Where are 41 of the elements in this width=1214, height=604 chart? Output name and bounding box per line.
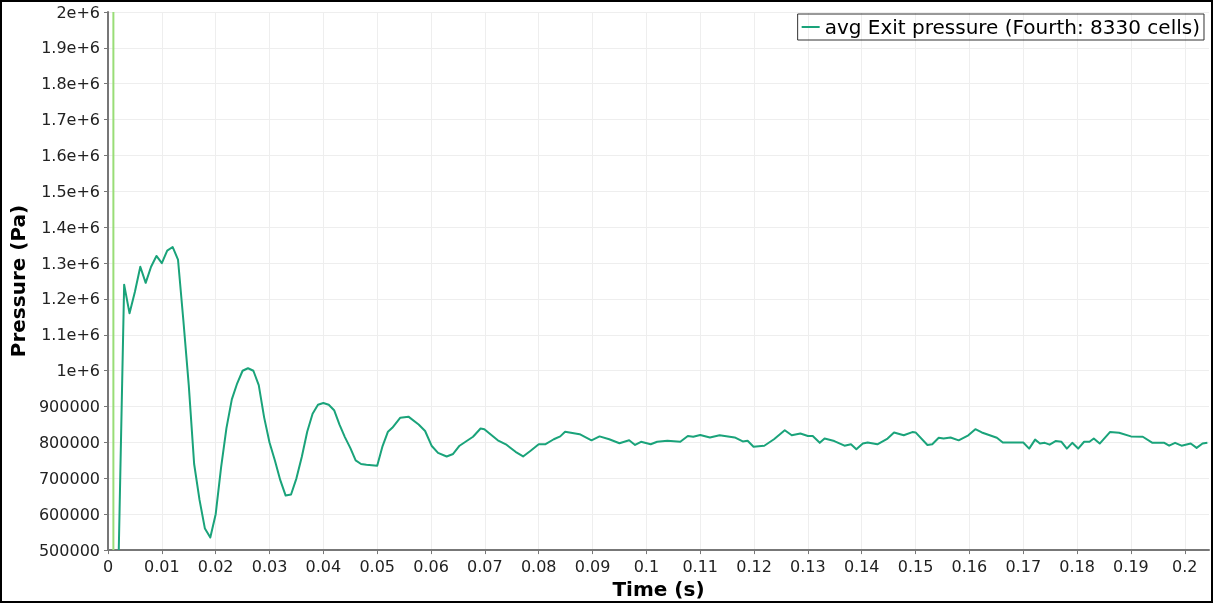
x-tick-label: 0.18	[1059, 556, 1095, 576]
y-tick-label: 2e+6	[56, 2, 100, 22]
x-tick-label: 0.08	[520, 556, 557, 576]
x-tick-label: 0.05	[359, 556, 396, 576]
y-axis-title: Pressure (Pa)	[6, 204, 30, 358]
x-tick-label: 0.13	[790, 556, 826, 576]
y-tick-label: 1.4e+6	[41, 217, 100, 237]
x-tick-label: 0.2	[1172, 556, 1198, 576]
y-tick-label: 900000	[38, 397, 100, 417]
y-tick-label: 800000	[38, 432, 100, 452]
x-tick-label: 0.16	[951, 556, 988, 576]
x-tick-label: 0.19	[1113, 556, 1149, 576]
x-tick-label: 0.01	[144, 556, 180, 576]
y-tick-label: 1.8e+6	[41, 74, 100, 94]
y-tick-label: 1.6e+6	[41, 145, 100, 165]
x-tick-label: 0.02	[197, 556, 234, 576]
y-tick-label: 1.2e+6	[41, 289, 100, 309]
x-axis-title: Time (s)	[612, 577, 705, 601]
y-tick-label: 1.3e+6	[41, 253, 100, 273]
x-tick-label: 0.17	[1005, 556, 1042, 576]
x-tick-label: 0.12	[736, 556, 772, 576]
y-tick-label: 1.1e+6	[41, 325, 100, 345]
y-tick-label: 600000	[38, 504, 100, 524]
x-tick-label: 0.09	[574, 556, 611, 576]
y-tick-label: 700000	[38, 468, 100, 488]
y-tick-label: 1.7e+6	[41, 110, 100, 130]
y-tick-label: 1.9e+6	[41, 38, 100, 58]
legend-label: avg Exit pressure (Fourth: 8330 cells)	[824, 15, 1201, 39]
x-tick-label: 0.06	[413, 556, 449, 576]
x-tick-label: 0.04	[305, 556, 342, 576]
x-tick-label: 0.1	[633, 556, 660, 576]
x-tick-label: 0.15	[897, 556, 934, 576]
y-tick-label: 1.5e+6	[41, 181, 100, 201]
x-tick-label: 0.07	[467, 556, 503, 576]
x-tick-label: 0.03	[251, 556, 288, 576]
y-tick-label: 500000	[38, 540, 100, 560]
line-series	[117, 245, 1209, 552]
x-tick-label: 0.11	[682, 556, 719, 576]
y-tick-label: 1e+6	[56, 361, 100, 381]
x-tick-label: 0.14	[843, 556, 880, 576]
x-tick-label: 0	[102, 556, 114, 576]
